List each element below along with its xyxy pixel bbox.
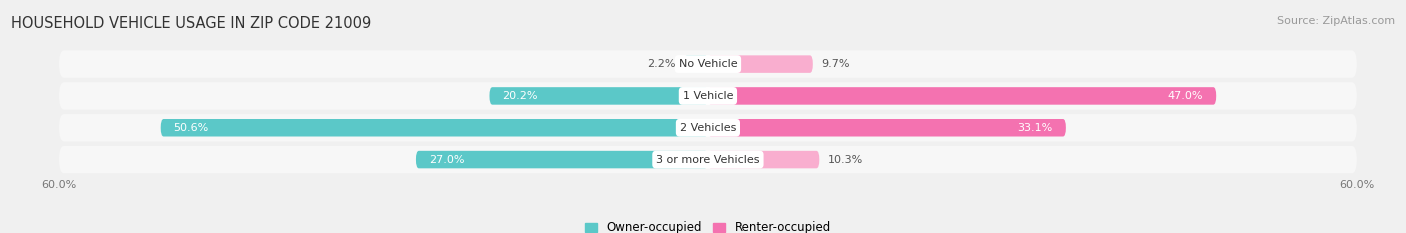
FancyBboxPatch shape bbox=[489, 87, 709, 105]
FancyBboxPatch shape bbox=[59, 114, 1357, 141]
FancyBboxPatch shape bbox=[709, 87, 1216, 105]
Text: 1 Vehicle: 1 Vehicle bbox=[683, 91, 733, 101]
Legend: Owner-occupied, Renter-occupied: Owner-occupied, Renter-occupied bbox=[581, 217, 835, 233]
FancyBboxPatch shape bbox=[685, 55, 709, 73]
Text: 47.0%: 47.0% bbox=[1168, 91, 1204, 101]
Text: 2 Vehicles: 2 Vehicles bbox=[679, 123, 737, 133]
FancyBboxPatch shape bbox=[709, 151, 820, 168]
FancyBboxPatch shape bbox=[416, 151, 709, 168]
Text: 27.0%: 27.0% bbox=[429, 154, 464, 164]
Text: 9.7%: 9.7% bbox=[821, 59, 851, 69]
Text: 3 or more Vehicles: 3 or more Vehicles bbox=[657, 154, 759, 164]
Text: 50.6%: 50.6% bbox=[174, 123, 209, 133]
Text: 33.1%: 33.1% bbox=[1018, 123, 1053, 133]
Text: 10.3%: 10.3% bbox=[828, 154, 863, 164]
FancyBboxPatch shape bbox=[709, 119, 1066, 137]
Text: 20.2%: 20.2% bbox=[502, 91, 538, 101]
Text: No Vehicle: No Vehicle bbox=[679, 59, 737, 69]
FancyBboxPatch shape bbox=[709, 55, 813, 73]
Text: 2.2%: 2.2% bbox=[647, 59, 675, 69]
FancyBboxPatch shape bbox=[59, 82, 1357, 110]
FancyBboxPatch shape bbox=[160, 119, 709, 137]
Text: Source: ZipAtlas.com: Source: ZipAtlas.com bbox=[1277, 16, 1395, 26]
FancyBboxPatch shape bbox=[59, 146, 1357, 173]
FancyBboxPatch shape bbox=[59, 50, 1357, 78]
Text: HOUSEHOLD VEHICLE USAGE IN ZIP CODE 21009: HOUSEHOLD VEHICLE USAGE IN ZIP CODE 2100… bbox=[11, 16, 371, 31]
